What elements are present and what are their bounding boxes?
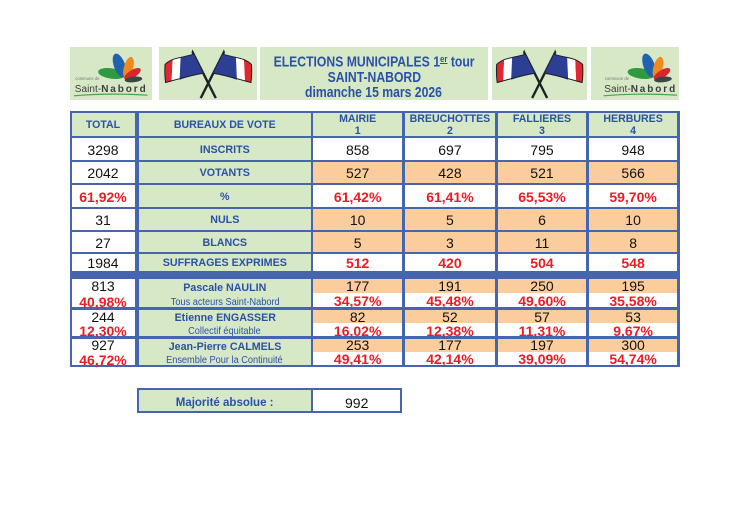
svg-text:Saint-Nabord: Saint-Nabord bbox=[604, 84, 675, 95]
svg-text:Saint-Nabord: Saint-Nabord bbox=[75, 84, 146, 95]
svg-text:commune de: commune de bbox=[604, 76, 629, 81]
svg-text:commune de: commune de bbox=[75, 76, 100, 81]
